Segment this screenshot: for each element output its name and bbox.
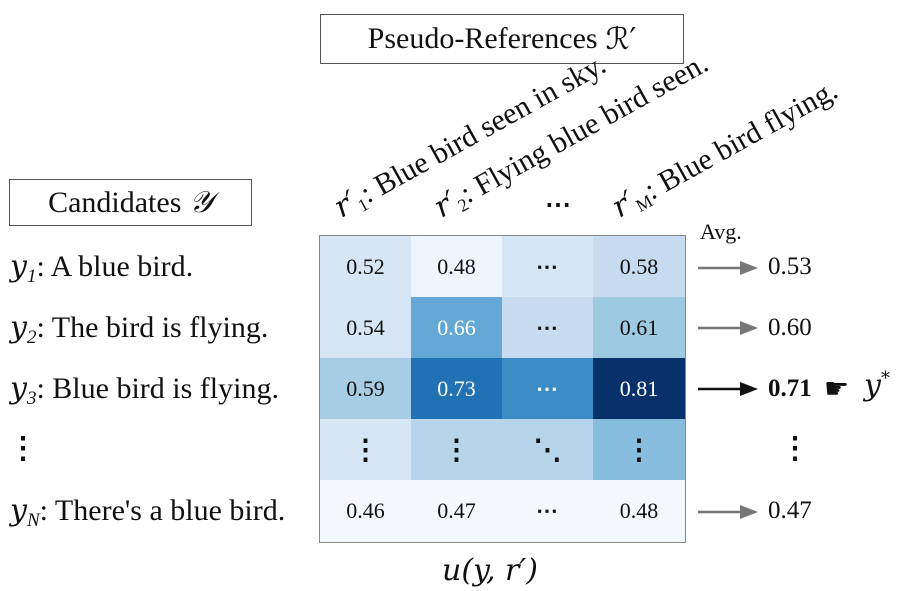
- matrix-cell: ⋯: [502, 236, 593, 297]
- matrix-cell: ⋱: [502, 419, 593, 480]
- average-value-2: 0.60: [768, 314, 812, 341]
- matrix-cell: 0.61: [593, 297, 685, 358]
- pseudo-references-label: Pseudo-References: [367, 22, 598, 55]
- arrow-icon: [698, 321, 758, 335]
- matrix-cell: ⋯: [502, 480, 593, 542]
- average-vertical-ellipsis: ⋮: [780, 432, 810, 465]
- average-value-1: 0.53: [768, 253, 812, 280]
- candidate-label-2: y2: The bird is flying.: [10, 310, 269, 348]
- pseudo-references-symbol: ℛ′: [605, 21, 637, 57]
- candidate-label-1: y1: A blue bird.: [10, 249, 194, 287]
- matrix-cell: 0.59: [320, 358, 411, 419]
- matrix-cell: 0.66: [411, 297, 502, 358]
- candidate-label-3: y3: Blue bird is flying.: [10, 371, 279, 409]
- arrow-icon: [698, 382, 758, 396]
- utility-matrix: 0.52 0.48 ⋯ 0.58 0.54 0.66 ⋯ 0.61 0.59 0.73 ⋯ 0.81 ⋮…: [319, 235, 686, 543]
- matrix-cell: 0.46: [320, 480, 411, 542]
- candidates-symbol: 𝒴: [189, 185, 213, 220]
- pseudo-references-box: Pseudo-References ℛ′: [320, 14, 684, 64]
- best-candidate-marker: y*: [864, 368, 890, 403]
- matrix-cell: 0.81: [593, 358, 685, 419]
- matrix-cell: 0.58: [593, 236, 685, 297]
- reference-header-ellipsis: ⋯: [545, 190, 571, 219]
- matrix-cell: 0.48: [411, 236, 502, 297]
- arrow-icon: [698, 505, 758, 519]
- matrix-cell: ⋮: [593, 419, 685, 480]
- matrix-cell: 0.47: [411, 480, 502, 542]
- avg-label: Avg.: [700, 219, 742, 244]
- matrix-cell: 0.52: [320, 236, 411, 297]
- candidate-vertical-ellipsis: ⋮: [8, 432, 38, 465]
- arrow-icon: [698, 261, 758, 275]
- candidates-box: Candidates 𝒴: [9, 179, 252, 226]
- candidates-label: Candidates: [48, 185, 182, 219]
- average-value-n: 0.47: [768, 497, 812, 524]
- matrix-cell: 0.48: [593, 480, 685, 542]
- matrix-cell: ⋯: [502, 358, 593, 419]
- pointing-hand-icon: ☛: [824, 372, 850, 405]
- matrix-cell: ⋮: [411, 419, 502, 480]
- utility-function-label: u(y, r′): [442, 553, 538, 588]
- matrix-cell: 0.73: [411, 358, 502, 419]
- matrix-cell: ⋮: [320, 419, 411, 480]
- matrix-cell: 0.54: [320, 297, 411, 358]
- candidate-label-n: yN: There's a blue bird.: [10, 493, 286, 531]
- matrix-cell: ⋯: [502, 297, 593, 358]
- average-value-3: 0.71: [768, 375, 812, 402]
